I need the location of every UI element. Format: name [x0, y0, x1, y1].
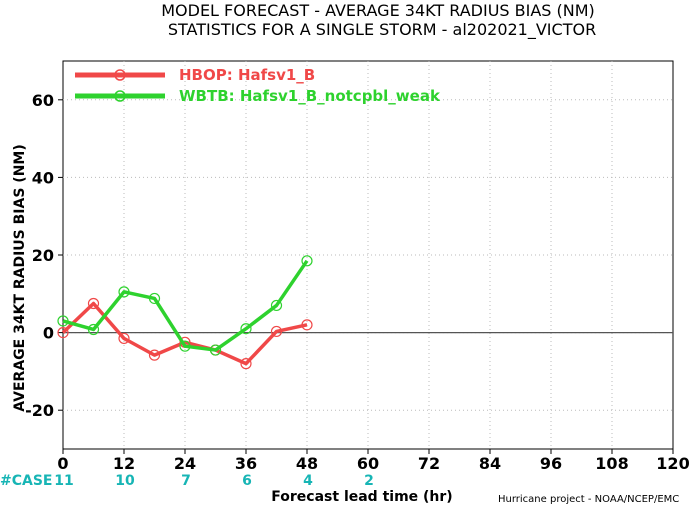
legend-label-hbop: HBOP: Hafsv1_B — [179, 66, 315, 84]
legend-marker-wbtb — [114, 90, 126, 102]
y-tick-label: 40 — [32, 168, 54, 187]
y-axis-label: AVERAGE 34KT RADIUS BIAS (NM) — [12, 144, 28, 411]
case-counts: 11 10 7 6 4 2 — [54, 473, 374, 489]
data-point — [57, 327, 69, 339]
x-axis-label: Forecast lead time (hr) — [271, 489, 452, 505]
legend-marker-hbop — [114, 69, 126, 81]
series-layer — [57, 255, 313, 370]
data-point — [301, 319, 313, 331]
x-tick-label: 36 — [235, 454, 257, 473]
data-point — [240, 358, 252, 370]
data-point — [148, 349, 161, 361]
data-point — [240, 323, 252, 335]
case-count: 6 — [242, 473, 252, 489]
case-count: 11 — [54, 473, 73, 489]
case-count: 7 — [181, 473, 191, 489]
data-point — [179, 340, 191, 352]
data-point — [301, 255, 313, 267]
legend: HBOP: Hafsv1_B WBTB: Hafsv1_B_notcpbl_we… — [75, 66, 441, 105]
x-tick-label: 12 — [113, 454, 135, 473]
data-point — [87, 297, 100, 310]
x-tick-labels: 0 12 24 36 48 60 72 84 96 108 120 — [57, 449, 690, 473]
chart-subtitle: STATISTICS FOR A SINGLE STORM - al202021… — [168, 20, 596, 40]
data-point — [148, 292, 161, 305]
y-tick-label: 60 — [32, 91, 54, 110]
series-line — [62, 259, 309, 352]
data-point — [118, 286, 130, 298]
legend-label-wbtb: WBTB: Hafsv1_B_notcpbl_weak — [179, 87, 441, 105]
credit-text: Hurricane project - NOAA/NCEP/EMC — [498, 494, 679, 505]
data-point — [118, 332, 130, 345]
x-tick-label: 96 — [540, 454, 562, 473]
x-tick-label: 120 — [656, 454, 689, 473]
x-tick-label: 0 — [57, 454, 68, 473]
chart-title: MODEL FORECAST - AVERAGE 34KT RADIUS BIA… — [161, 1, 595, 20]
y-tick-label: 20 — [32, 246, 54, 265]
x-tick-label: 60 — [357, 454, 379, 473]
case-count: 4 — [303, 473, 313, 489]
data-point — [209, 344, 222, 356]
data-point — [57, 315, 69, 327]
data-point — [270, 325, 283, 338]
case-count: 10 — [115, 473, 135, 489]
case-count: 2 — [364, 473, 374, 489]
series-2 — [57, 255, 313, 356]
data-point — [87, 323, 100, 336]
y-tick-label: 0 — [43, 324, 54, 343]
x-tick-label: 72 — [418, 454, 440, 473]
x-tick-label: 48 — [296, 454, 318, 473]
x-tick-label: 24 — [174, 454, 196, 473]
data-point — [270, 299, 283, 312]
case-label: #CASE — [0, 473, 53, 489]
y-tick-label: -20 — [25, 401, 54, 420]
x-tick-label: 108 — [595, 454, 628, 473]
y-tick-labels: -20 0 20 40 60 — [25, 91, 63, 420]
x-tick-label: 84 — [479, 454, 501, 473]
